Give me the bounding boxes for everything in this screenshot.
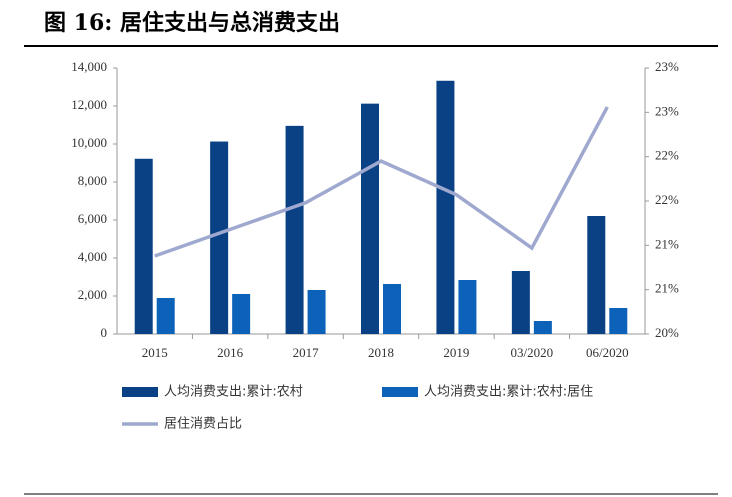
- bar: [436, 80, 455, 334]
- line: [154, 106, 609, 258]
- bar: [383, 283, 401, 334]
- bar: [533, 321, 552, 334]
- bar: [210, 141, 229, 334]
- x-tick-label: 2018: [368, 345, 394, 360]
- bar: [134, 158, 153, 334]
- bar: [458, 280, 477, 334]
- x-tick-label: 2015: [142, 345, 168, 360]
- x-tick-label: 06/2020: [586, 345, 629, 360]
- y2-tick-label: 21%: [655, 236, 679, 251]
- y2-tick-label: 22%: [655, 148, 679, 163]
- y2-tick-label: 23%: [655, 59, 679, 74]
- bar: [285, 125, 304, 334]
- bar: [232, 294, 251, 334]
- bar: [609, 308, 628, 334]
- chart-title: 图 16: 居住支出与总消费支出: [44, 10, 340, 36]
- y2-tick-label: 21%: [655, 281, 679, 296]
- legend-label: 居住消费占比: [164, 417, 242, 432]
- x-tick-label: 2017: [293, 345, 320, 360]
- bar: [511, 270, 530, 334]
- y-tick-label: 2,000: [78, 287, 107, 302]
- bar: [361, 103, 379, 334]
- y-tick-label: 8,000: [78, 173, 107, 188]
- y2-tick-label: 20%: [655, 325, 679, 340]
- bar: [587, 215, 606, 334]
- y2-tick-label: 22%: [655, 192, 679, 207]
- legend-label: 人均消费支出:累计:农村: [164, 385, 303, 400]
- y-tick-label: 4,000: [78, 249, 107, 264]
- x-tick-label: 2016: [217, 345, 244, 360]
- y2-tick-label: 23%: [655, 103, 679, 118]
- bar: [307, 289, 326, 334]
- x-tick-label: 03/2020: [511, 345, 554, 360]
- y-tick-label: 6,000: [78, 211, 107, 226]
- legend-swatch: [382, 387, 418, 397]
- bar: [156, 297, 175, 334]
- y-tick-label: 12,000: [71, 97, 107, 112]
- x-tick-label: 2019: [443, 345, 469, 360]
- y-tick-label: 10,000: [71, 135, 107, 150]
- legend-swatch: [122, 387, 158, 397]
- y-tick-label: 0: [101, 325, 108, 340]
- y-tick-label: 14,000: [71, 59, 107, 74]
- legend-label: 人均消费支出:累计:农村:居住: [424, 385, 593, 400]
